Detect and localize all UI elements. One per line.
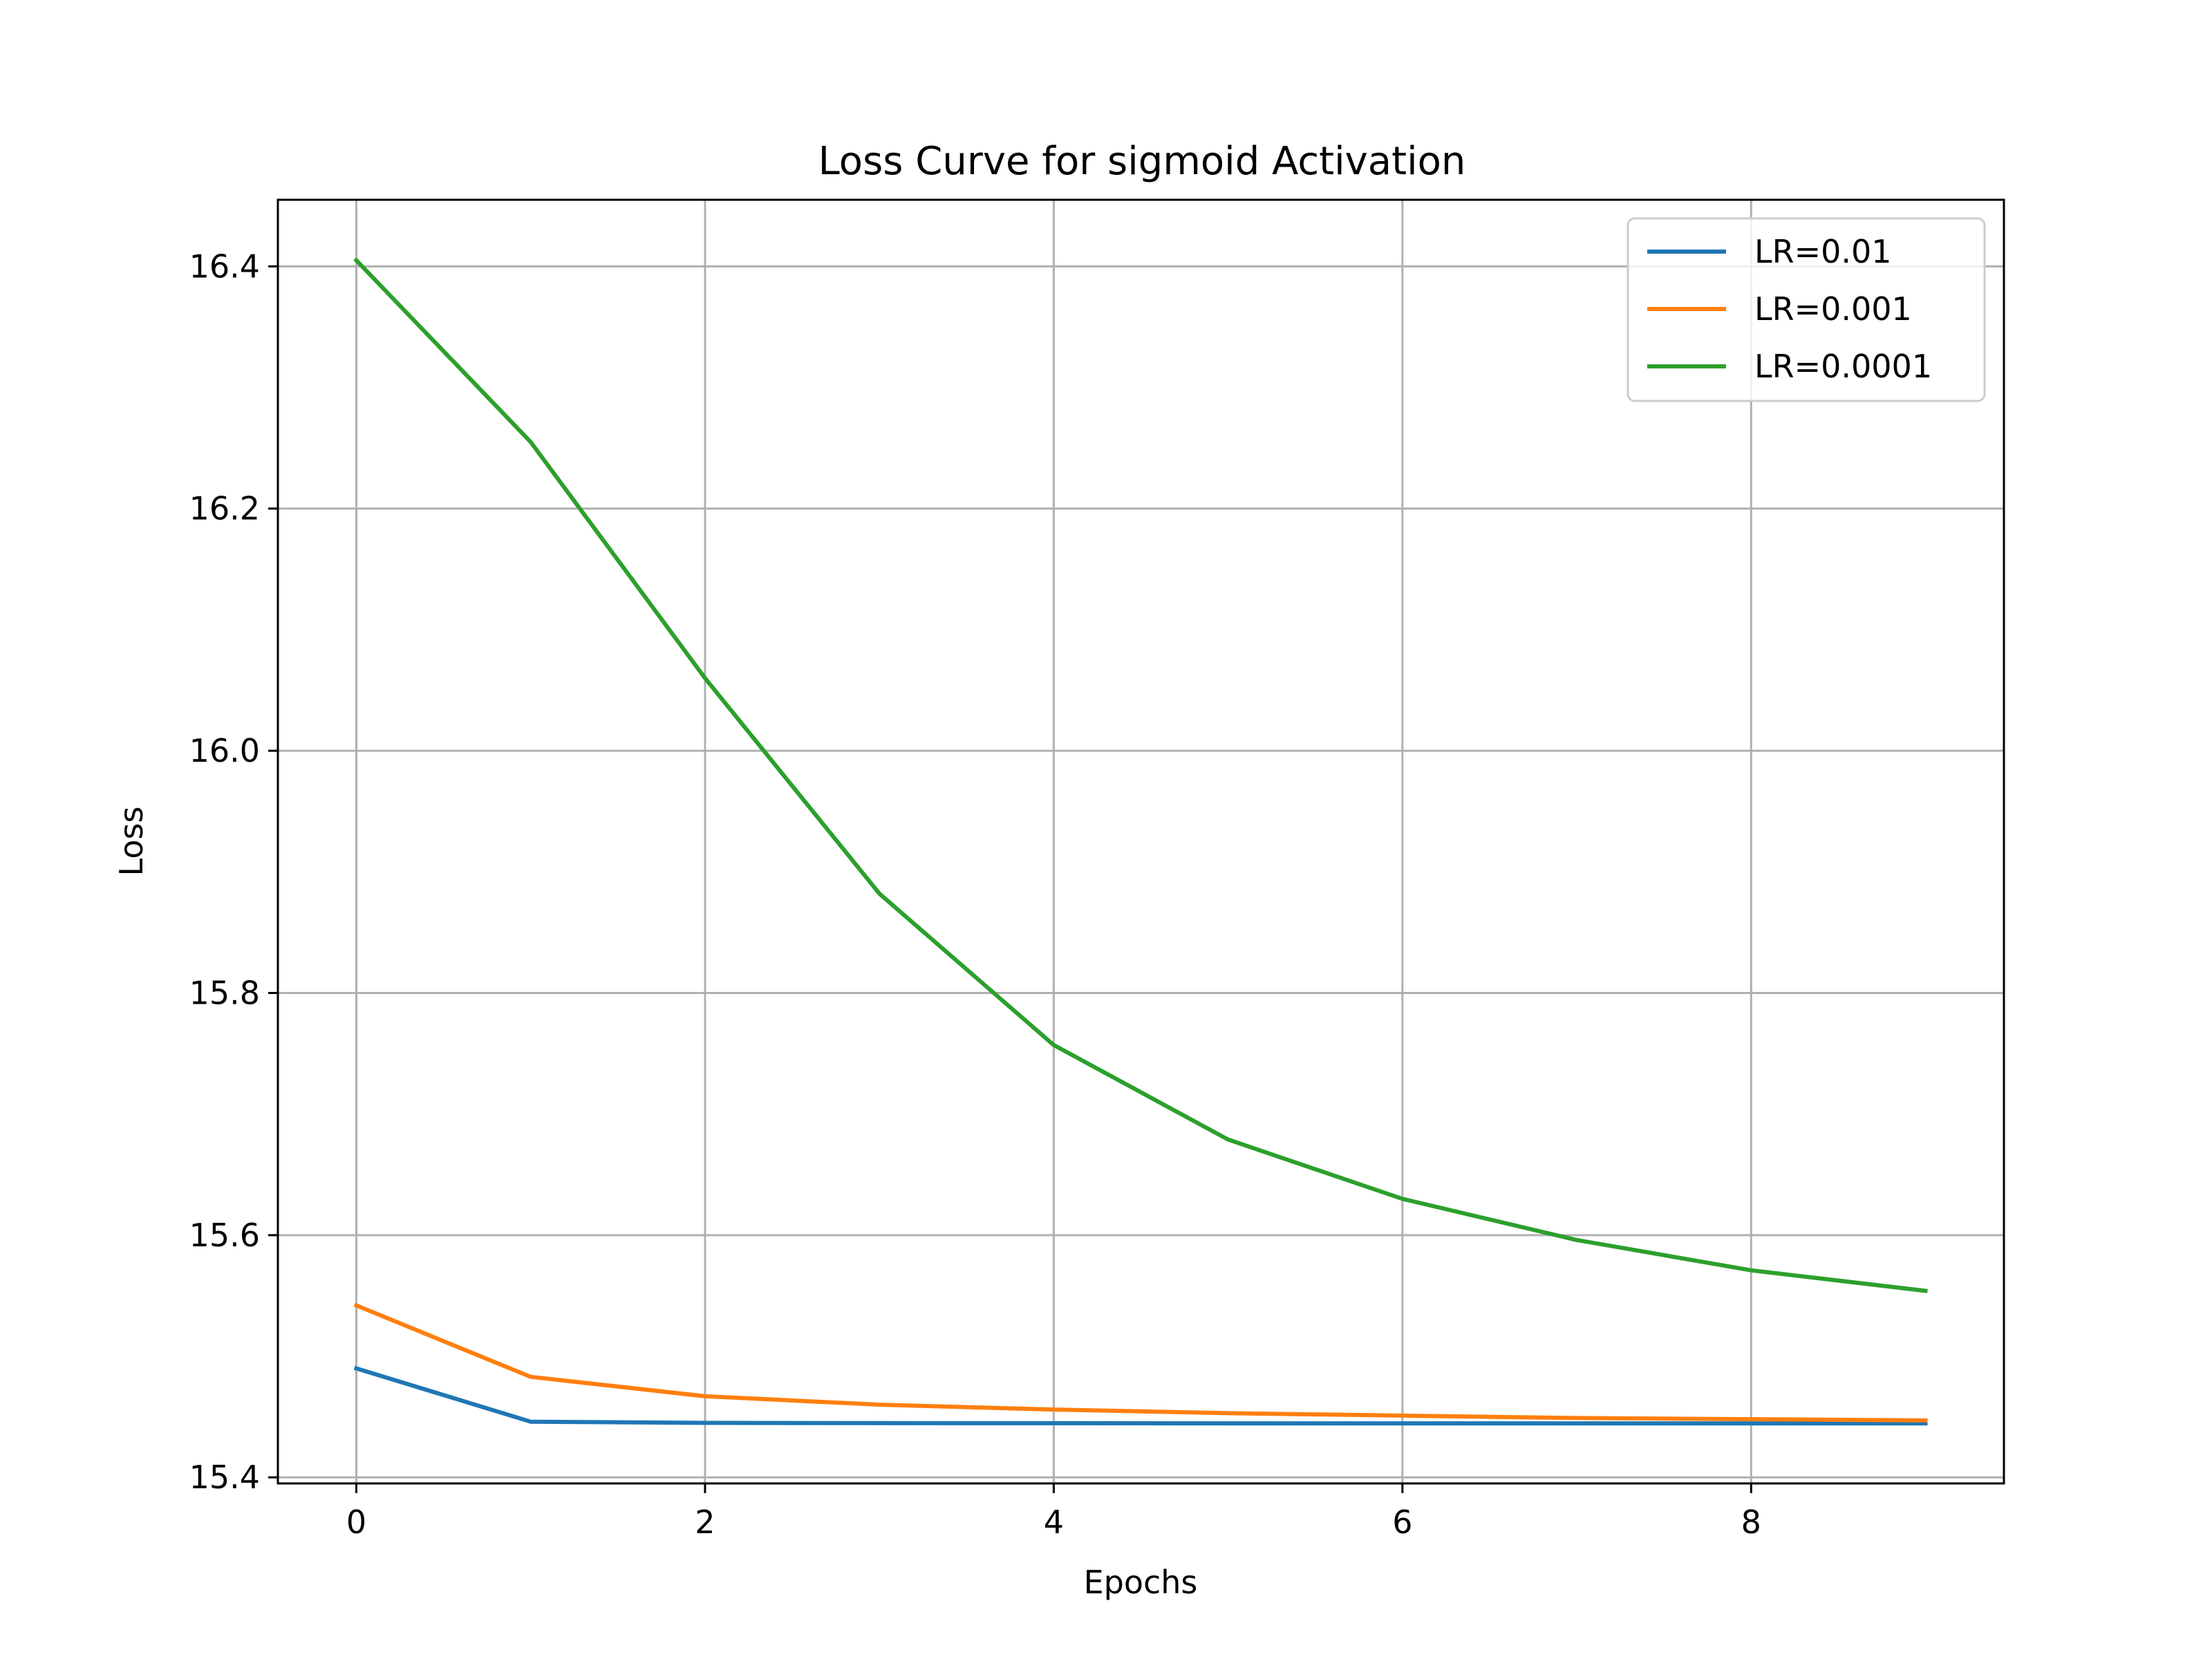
chart-title: Loss Curve for sigmoid Activation — [818, 139, 1466, 184]
y-axis-title: Loss — [113, 807, 150, 877]
legend-label-1: LR=0.01 — [1754, 233, 1892, 270]
legend-label-2: LR=0.001 — [1754, 290, 1912, 328]
legend: LR=0.01 LR=0.001 LR=0.0001 — [1627, 217, 1986, 402]
x-axis-ticks: 0 2 4 6 8 — [346, 1483, 1761, 1541]
x-tick-label: 4 — [1044, 1503, 1064, 1541]
x-tick-label: 8 — [1741, 1503, 1761, 1541]
legend-label-3: LR=0.0001 — [1754, 348, 1932, 385]
x-tick-label: 0 — [346, 1503, 366, 1541]
y-tick-label: 16.2 — [189, 490, 260, 527]
x-tick-label: 2 — [695, 1503, 715, 1541]
y-tick-label: 15.6 — [189, 1217, 260, 1254]
legend-box — [1627, 217, 1986, 402]
y-axis-ticks: 15.4 15.6 15.8 16.0 16.2 16.4 — [189, 247, 278, 1496]
y-tick-label: 15.4 — [189, 1459, 260, 1496]
y-tick-label: 16.0 — [189, 732, 260, 769]
series-line-2 — [353, 1302, 1928, 1423]
y-tick-label: 16.4 — [189, 247, 260, 285]
y-tick-label: 15.8 — [189, 974, 260, 1011]
x-tick-label: 6 — [1392, 1503, 1412, 1541]
series-lines — [353, 257, 1928, 1426]
plot-frame — [276, 198, 2005, 1485]
series-line-1 — [353, 1365, 1928, 1426]
x-axis-title: Epochs — [1084, 1564, 1198, 1601]
series-line-3 — [353, 257, 1928, 1293]
